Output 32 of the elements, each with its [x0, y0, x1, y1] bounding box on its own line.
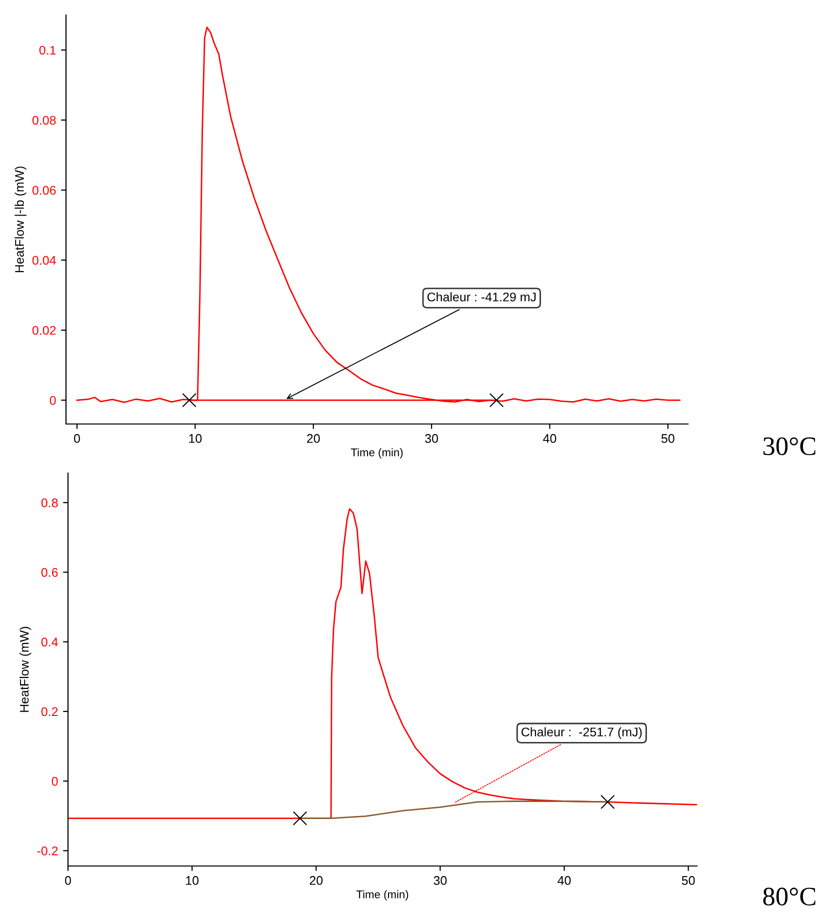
y-tick-label: 0.1	[39, 46, 56, 55]
y-tick-label: -0.2	[37, 846, 58, 856]
y-axis-title: HeatFlow (mW)	[20, 626, 32, 712]
y-tick-label: 0.8	[41, 498, 58, 508]
y-tick-label: 0	[52, 776, 58, 786]
y-tick-label: 0	[50, 396, 56, 405]
y-axis-title: HeatFlow |-lb (mW)	[14, 166, 26, 272]
x-tick-label: 30	[434, 876, 447, 885]
annotation: Chaleur : -251.7 (mJ)	[522, 727, 642, 739]
text: 30°C	[763, 437, 816, 456]
x-tick-label: 10	[189, 434, 202, 443]
y-tick-label: 0.04	[32, 256, 56, 265]
text: 80°C	[763, 888, 816, 906]
x-tick-label: 50	[661, 434, 674, 443]
y-tick-label: 0.4	[41, 638, 58, 646]
x-tick-label: 20	[310, 876, 323, 885]
y-tick-label: 0.02	[32, 326, 56, 335]
x-tick-label: 0	[74, 434, 80, 443]
x-tick-label: 40	[543, 434, 556, 443]
x-tick-label: 0	[65, 876, 71, 885]
y-tick-label: 0.08	[32, 116, 56, 125]
x-axis-title: Time (min)	[350, 448, 403, 459]
x-tick-label: 10	[186, 876, 199, 885]
x-tick-label: 30	[425, 434, 438, 443]
x-axis-title: Time (min)	[356, 890, 408, 901]
y-tick-label: 0.2	[41, 707, 58, 716]
y-tick-label: 0.6	[41, 568, 58, 577]
annotation: Chaleur : -41.29 mJ	[427, 292, 536, 302]
x-tick-label: 20	[307, 434, 320, 443]
x-tick-label: 40	[558, 876, 571, 885]
x-tick-label: 50	[682, 876, 695, 885]
y-tick-label: 0.06	[32, 186, 56, 195]
